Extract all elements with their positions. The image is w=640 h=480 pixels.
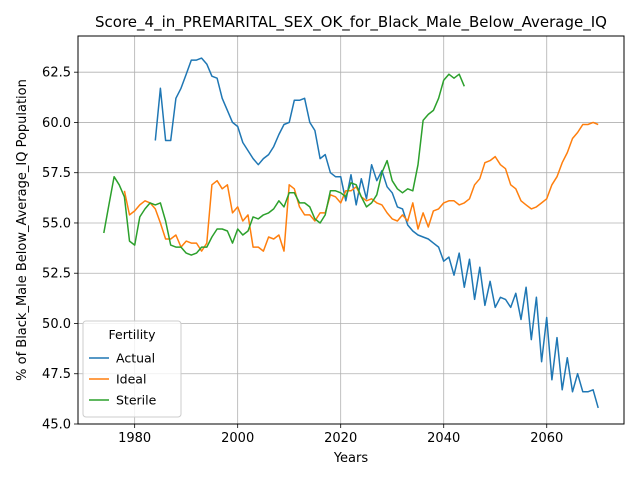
- x-tick-label: 1980: [118, 431, 151, 446]
- series-lines: [103, 57, 599, 409]
- y-tick-label: 55.0: [42, 216, 71, 231]
- x-tick-label: 2040: [427, 431, 460, 446]
- y-tick-label: 60.0: [42, 116, 71, 131]
- series-line-actual: [154, 57, 599, 409]
- x-axis: 1980 2000 2020 2040 2060: [118, 424, 563, 446]
- y-tick-label: 50.0: [42, 317, 71, 332]
- legend-label-actual: Actual: [116, 351, 155, 366]
- legend-box: [82, 320, 182, 418]
- legend-label-sterile: Sterile: [116, 393, 157, 408]
- y-tick-label: 45.0: [42, 418, 71, 433]
- series-line-ideal: [123, 121, 599, 252]
- x-tick-label: 2060: [530, 431, 563, 446]
- x-tick-label: 2000: [221, 431, 254, 446]
- plot-area-frame: [77, 35, 625, 425]
- x-tick-label: 2020: [324, 431, 357, 446]
- y-axis-label: % of Black_Male Below_Average_IQ Populat…: [15, 79, 30, 381]
- series-line-sterile: [103, 73, 465, 256]
- legend: Fertility Actual Ideal Sterile: [82, 320, 182, 418]
- y-tick-label: 47.5: [42, 367, 71, 382]
- x-axis-label: Years: [333, 451, 369, 466]
- y-tick-label: 57.5: [42, 166, 71, 181]
- y-tick-label: 52.5: [42, 267, 71, 282]
- chart-title: Score_4_in_PREMARITAL_SEX_OK_for_Black_M…: [95, 13, 607, 32]
- y-tick-label: 62.5: [42, 66, 71, 81]
- legend-label-ideal: Ideal: [116, 372, 146, 387]
- y-axis: 45.0 47.5 50.0 52.5 55.0 57.5 60.0 62.5: [42, 66, 78, 433]
- legend-title: Fertility: [109, 327, 157, 342]
